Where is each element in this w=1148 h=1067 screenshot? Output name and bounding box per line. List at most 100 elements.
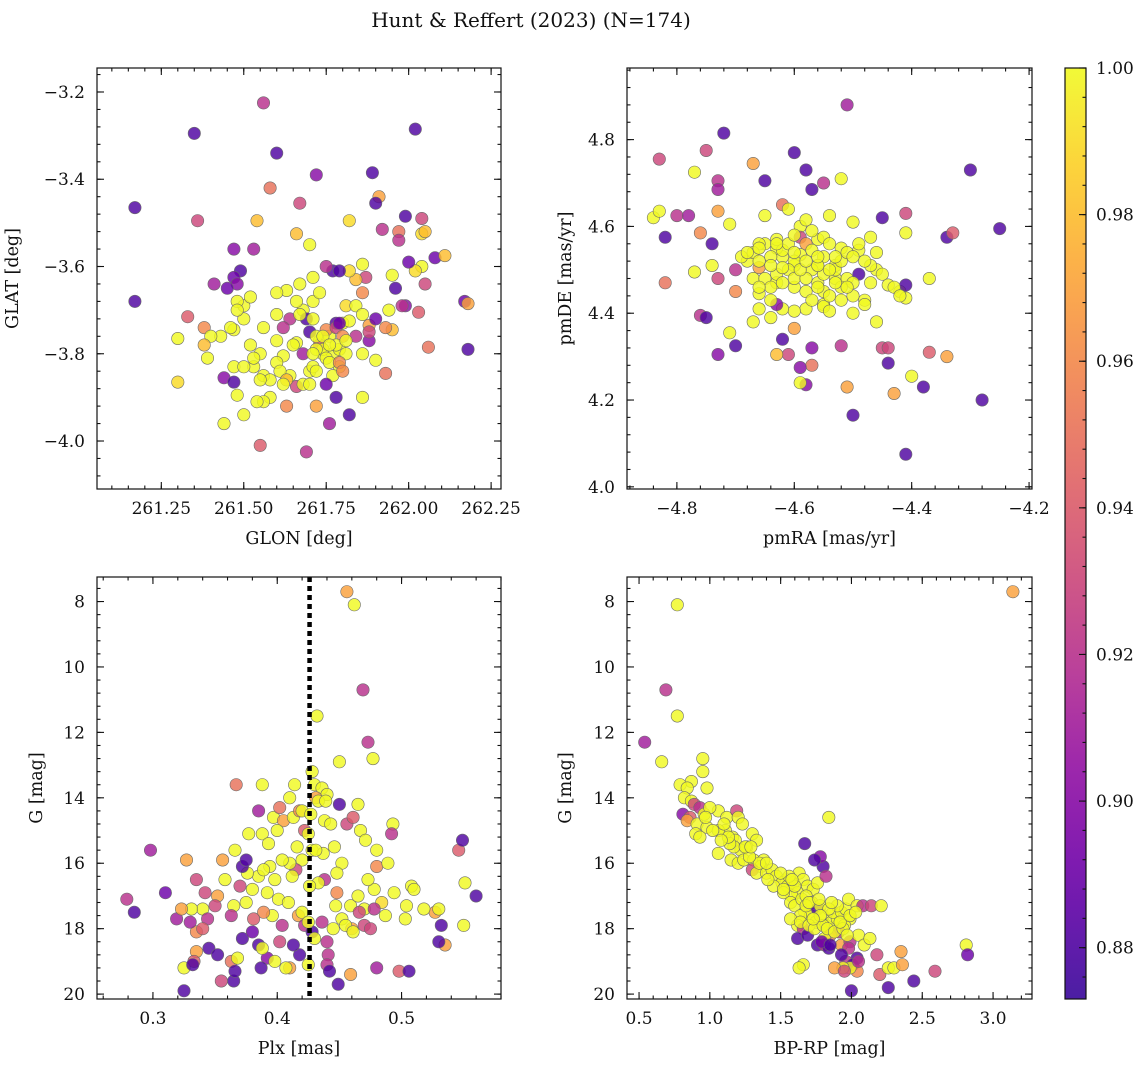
y-tick-label: 4.2 bbox=[588, 391, 615, 411]
data-point bbox=[858, 297, 872, 311]
y-tick-label: 14 bbox=[593, 789, 615, 809]
data-point bbox=[693, 226, 707, 240]
x-axis-label: Plx [mas] bbox=[258, 1039, 340, 1059]
panel-3: 0.3 0.4 0.5 8 10 12 14 16 18 20 Plx [mas] G [mag] bbox=[27, 576, 502, 1059]
data-point bbox=[461, 342, 475, 356]
x-tick-label: 1.0 bbox=[696, 1009, 723, 1029]
data-point bbox=[385, 827, 399, 841]
data-point bbox=[963, 163, 977, 177]
data-point bbox=[201, 351, 215, 365]
ticks-2: −4.8 −4.6 −4.4 −4.2 4.0 4.2 4.4 4.6 4.8 bbox=[588, 68, 1050, 519]
data-point bbox=[775, 276, 789, 290]
data-point bbox=[339, 347, 353, 361]
data-point bbox=[729, 263, 743, 277]
data-point bbox=[752, 280, 766, 294]
data-point bbox=[256, 321, 270, 335]
data-point bbox=[840, 380, 854, 394]
data-point bbox=[281, 895, 295, 909]
data-point bbox=[699, 810, 713, 824]
data-point bbox=[270, 146, 284, 160]
data-point bbox=[306, 347, 320, 361]
figure-title: Hunt & Reffert (2023) (N=174) bbox=[371, 8, 691, 32]
data-point bbox=[202, 941, 216, 955]
data-point bbox=[273, 935, 287, 949]
data-point bbox=[329, 899, 343, 913]
data-point bbox=[191, 214, 205, 228]
data-point bbox=[362, 325, 376, 339]
points-2 bbox=[646, 98, 1007, 461]
data-point bbox=[808, 853, 822, 867]
data-point bbox=[214, 974, 228, 988]
data-point bbox=[822, 289, 836, 303]
data-point bbox=[253, 438, 267, 452]
data-point bbox=[208, 899, 222, 913]
data-point bbox=[186, 958, 200, 972]
data-point bbox=[469, 889, 483, 903]
data-point bbox=[434, 918, 448, 932]
data-point bbox=[864, 230, 878, 244]
data-point bbox=[349, 273, 363, 287]
data-point bbox=[361, 873, 375, 887]
x-tick-label: −4.8 bbox=[656, 499, 697, 519]
data-point bbox=[387, 886, 401, 900]
data-point bbox=[805, 358, 819, 372]
data-point bbox=[752, 241, 766, 255]
data-point bbox=[299, 445, 313, 459]
panel-1: 261.25 261.50 261.75 262.00 262.25 −4.0 −3.8 −3… bbox=[3, 67, 521, 549]
data-point bbox=[336, 364, 350, 378]
data-point bbox=[846, 306, 860, 320]
data-point bbox=[276, 377, 290, 391]
x-axis-label: pmRA [mas/yr] bbox=[763, 529, 896, 549]
data-point bbox=[993, 222, 1007, 236]
data-point bbox=[379, 366, 393, 380]
data-point bbox=[306, 294, 320, 308]
data-point bbox=[211, 948, 225, 962]
data-point bbox=[834, 948, 848, 962]
data-point bbox=[723, 326, 737, 340]
data-point bbox=[177, 984, 191, 998]
data-point bbox=[746, 315, 760, 329]
y-tick-label: −3.6 bbox=[44, 258, 85, 278]
y-tick-label: 10 bbox=[593, 658, 615, 678]
data-point bbox=[309, 399, 323, 413]
data-point bbox=[379, 321, 393, 335]
data-point bbox=[759, 856, 773, 870]
data-point bbox=[231, 951, 245, 965]
data-point bbox=[250, 214, 264, 228]
data-point bbox=[189, 873, 203, 887]
data-point bbox=[270, 286, 284, 300]
data-point bbox=[270, 307, 284, 321]
data-point bbox=[257, 905, 271, 919]
data-point bbox=[785, 873, 799, 887]
data-point bbox=[822, 810, 836, 824]
y-tick-label: 8 bbox=[74, 593, 85, 613]
data-point bbox=[461, 297, 475, 311]
data-point bbox=[319, 377, 333, 391]
data-point bbox=[421, 340, 435, 354]
data-point bbox=[458, 876, 472, 890]
data-point bbox=[659, 683, 673, 697]
data-point bbox=[846, 215, 860, 229]
data-point bbox=[781, 347, 795, 361]
data-point bbox=[975, 393, 989, 407]
x-tick-label: 2.0 bbox=[838, 1009, 865, 1029]
data-point bbox=[792, 961, 806, 975]
data-point bbox=[670, 709, 684, 723]
data-point bbox=[370, 843, 384, 857]
data-point bbox=[342, 408, 356, 422]
data-point bbox=[268, 954, 282, 968]
data-point bbox=[946, 226, 960, 240]
y-tick-label: 4.0 bbox=[588, 478, 615, 498]
points-3 bbox=[120, 585, 483, 998]
data-point bbox=[288, 778, 302, 792]
data-point bbox=[408, 264, 422, 278]
data-point bbox=[322, 964, 336, 978]
data-point bbox=[812, 892, 826, 906]
data-point bbox=[175, 902, 189, 916]
data-point bbox=[247, 912, 261, 926]
data-point bbox=[833, 915, 847, 929]
data-point bbox=[229, 778, 243, 792]
x-tick-label: −4.6 bbox=[774, 499, 815, 519]
data-point bbox=[275, 918, 289, 932]
data-point bbox=[705, 258, 719, 272]
